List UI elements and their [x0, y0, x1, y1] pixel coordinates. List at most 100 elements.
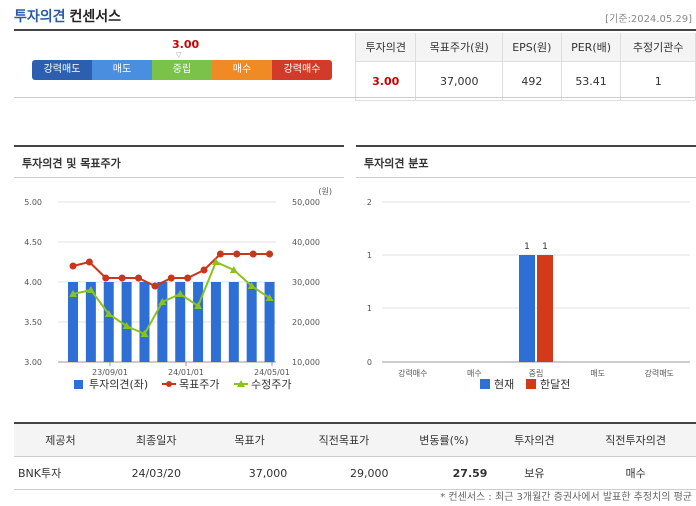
- point-adjusted-price: [104, 310, 113, 317]
- col-header: 제공처: [14, 422, 107, 457]
- cell-prev-opinion: 매수: [575, 456, 696, 490]
- y-right-unit: (원): [318, 187, 332, 196]
- bar-opinion: [121, 282, 132, 362]
- col-header: 직전투자의견: [575, 422, 696, 457]
- bar-opinion: [85, 282, 96, 362]
- scale-buy: 매수: [212, 60, 272, 80]
- y-right-tick: 20,000: [292, 318, 320, 327]
- broker-table: 제공처 최종일자 목표가 직전목표가 변동률(%) 투자의견 직전투자의견 BN…: [14, 422, 696, 490]
- opinion-target-chart: 5.00 4.50 4.00 3.50 3.00 50,000 40,000 30,000 20…: [24, 187, 332, 391]
- x-tick-label: 23/09/01: [92, 368, 128, 377]
- consensus-summary-table: 투자의견 목표주가(원) EPS(원) PER(배) 추정기관수 3.00 37…: [354, 33, 696, 101]
- bar-opinion: [175, 282, 186, 362]
- legend-label-month-ago: 한달전: [540, 378, 570, 391]
- legend-label-current: 현재: [494, 378, 514, 391]
- summary-header: 투자의견: [354, 33, 417, 62]
- summary-header: 추정기관수: [620, 33, 696, 62]
- scale-strong-sell: 강력매도: [32, 60, 92, 80]
- bar-opinion: [139, 282, 150, 362]
- right-chart-panel: 투자의견 분포: [356, 145, 696, 402]
- y-tick: 0: [367, 358, 372, 367]
- bar-current: [519, 255, 535, 362]
- reference-date: [기준:2024.05.29]: [605, 14, 692, 25]
- bar-month-ago: [537, 255, 553, 362]
- summary-target-price: 37,000: [415, 61, 503, 101]
- current-opinion-value: 3.00: [172, 38, 200, 51]
- y-right-tick: 30,000: [292, 278, 320, 287]
- left-chart-title-divider: [14, 177, 344, 178]
- bar-opinion: [103, 282, 114, 362]
- summary-eps: 492: [501, 61, 562, 101]
- scale-strong-buy: 강력매수: [272, 60, 332, 80]
- y-right-tick: 10,000: [292, 358, 320, 367]
- footnote: * 컨센서스 : 최근 3개월간 증권사에서 발표한 추정치의 평균: [440, 492, 692, 503]
- point-adjusted-price: [158, 298, 167, 305]
- summary-institutions: 1: [620, 61, 696, 101]
- cell-opinion: 보유: [493, 456, 576, 490]
- legend-marker-target: [166, 381, 172, 387]
- point-target-price: [184, 274, 192, 282]
- point-adjusted-price: [69, 290, 77, 297]
- point-adjusted-price: [86, 286, 95, 293]
- y-left-tick: 3.00: [24, 358, 42, 367]
- point-adjusted-price: [247, 282, 256, 289]
- left-chart-title: 투자의견 및 목표주가: [22, 157, 121, 170]
- category-label: 매수: [467, 369, 482, 378]
- bar-opinion: [246, 282, 257, 362]
- category-label: 강력매수: [398, 368, 427, 378]
- bar-value-label: 1: [524, 242, 530, 252]
- summary-per: 53.41: [560, 61, 622, 101]
- point-target-price: [233, 250, 241, 258]
- bar-opinion: [228, 282, 239, 362]
- point-adjusted-price: [265, 294, 274, 301]
- category-label: 매도: [590, 369, 605, 378]
- y-left-tick: 4.00: [24, 278, 42, 287]
- point-target-price: [167, 274, 175, 282]
- x-tick-label: 24/01/01: [168, 368, 204, 377]
- legend-label-target: 목표주가: [179, 378, 219, 391]
- point-target-price: [135, 274, 143, 282]
- point-target-price: [249, 250, 257, 258]
- section-divider: [14, 97, 696, 98]
- cell-target: 37,000: [205, 456, 294, 490]
- y-tick: 1: [367, 251, 372, 260]
- line-adjusted-price: [72, 260, 271, 336]
- legend-swatch-opinion: [74, 380, 83, 389]
- point-target-price: [102, 274, 110, 282]
- bar-value-label: 1: [542, 242, 548, 252]
- point-adjusted-price: [140, 330, 149, 337]
- bar-opinion: [193, 282, 204, 362]
- cell-date: 24/03/20: [106, 456, 206, 490]
- col-header: 직전목표가: [293, 422, 395, 457]
- bar-opinion: [68, 282, 78, 362]
- col-header: 변동률(%): [394, 422, 494, 457]
- header-divider: [14, 29, 696, 31]
- point-target-price: [151, 282, 159, 290]
- col-header: 목표가: [205, 422, 294, 457]
- point-adjusted-price: [176, 290, 185, 297]
- point-target-price: [69, 262, 77, 270]
- col-header: 투자의견: [493, 422, 576, 457]
- summary-header: PER(배): [560, 33, 622, 62]
- opinion-scale: 강력매도 매도 중립 매수 강력매수: [32, 60, 332, 80]
- legend-swatch-month-ago: [526, 379, 536, 389]
- bar-opinion: [157, 282, 168, 362]
- category-label: 중립: [529, 369, 544, 378]
- bar-opinion: [210, 282, 221, 362]
- point-adjusted-price: [122, 322, 131, 329]
- x-tick-label: 24/05/01: [254, 368, 290, 377]
- point-adjusted-price: [229, 266, 238, 273]
- right-chart-title: 투자의견 분포: [364, 157, 429, 170]
- summary-opinion: 3.00: [354, 61, 417, 101]
- scale-sell: 매도: [92, 60, 152, 80]
- y-left-tick: 5.00: [24, 198, 42, 207]
- col-header: 최종일자: [106, 422, 206, 457]
- y-left-tick: 4.50: [24, 238, 42, 247]
- subtitle-text: 컨센서스: [69, 9, 122, 25]
- y-right-tick: 50,000: [292, 198, 320, 207]
- legend-marker-adjusted: [237, 380, 245, 387]
- summary-header: 목표주가(원): [415, 33, 503, 62]
- legend-swatch-current: [480, 379, 490, 389]
- right-chart-title-divider: [356, 177, 696, 178]
